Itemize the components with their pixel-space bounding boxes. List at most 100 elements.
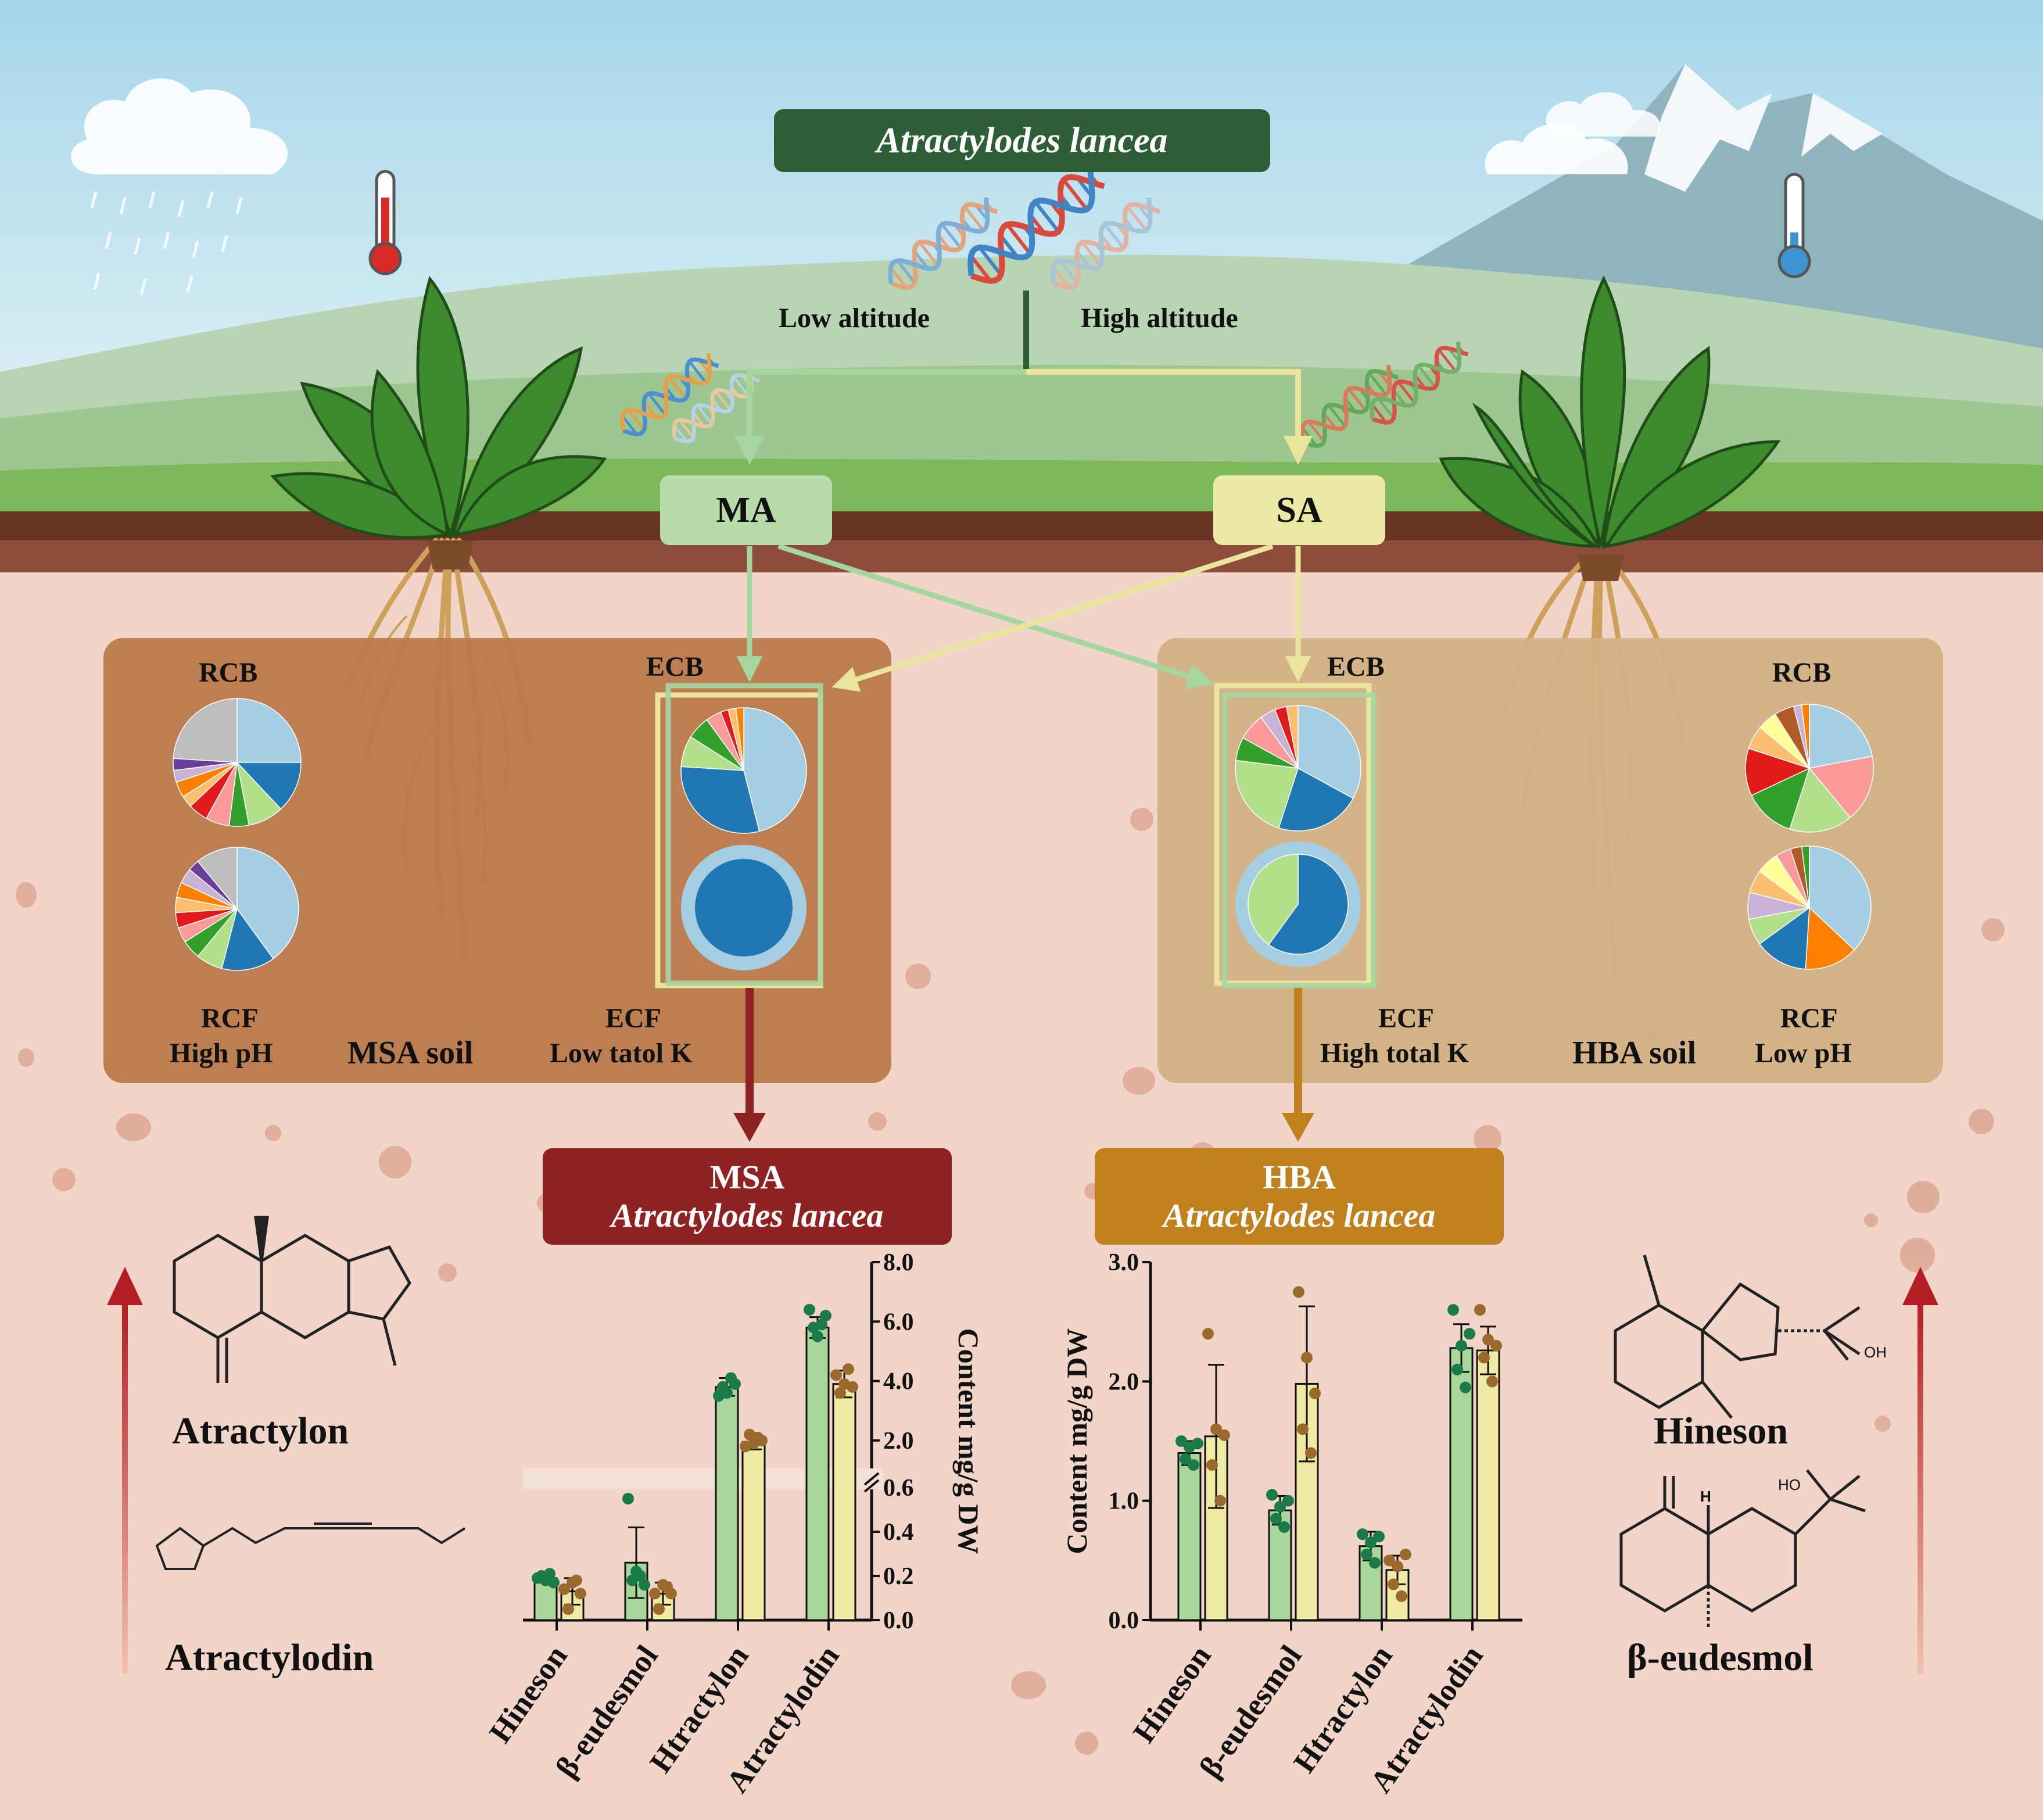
rain-cloud-icon: [71, 78, 288, 296]
dna-rung: [941, 223, 962, 249]
right-ecf-label: ECF: [1378, 1003, 1434, 1034]
left-ecf-label: ECF: [605, 1003, 661, 1034]
low-total-k-label: Low tatol K: [550, 1038, 693, 1069]
pie-slice-right_ecf: [1248, 854, 1299, 945]
pie-slice-right_rcb: [1808, 755, 1874, 818]
atractylon-structure: [173, 1216, 411, 1383]
bar: [805, 1327, 830, 1621]
soil-pebbles: [16, 808, 2005, 1755]
data-point: [721, 1387, 733, 1399]
output-arrows: [733, 988, 1314, 1142]
dna-rung: [714, 390, 732, 411]
pie-slice-right_rcb: [1745, 748, 1811, 796]
dna-strand: [1370, 341, 1462, 420]
y-axis-label: Content mg/g DW: [952, 1328, 985, 1554]
high-altitude-label: High altitude: [1081, 303, 1238, 334]
y-tick-label: 0.4: [883, 1519, 914, 1546]
bar: [741, 1441, 766, 1621]
data-point: [649, 1588, 661, 1600]
title-label: Atractylodes lancea: [876, 121, 1168, 160]
dna-rung: [1081, 241, 1102, 267]
data-point: [1266, 1489, 1278, 1501]
pie-slice-right_rcf: [1759, 907, 1810, 970]
data-point: [1474, 1304, 1486, 1316]
dna-strand: [1371, 345, 1469, 425]
dna-icon: [888, 197, 998, 290]
community-pies: [173, 698, 1874, 971]
ecb-frame-left: [655, 683, 823, 988]
increase-arrow-left: [107, 1267, 143, 1674]
pie-slice-right_ecf: [1268, 854, 1349, 955]
data-point: [834, 1387, 846, 1399]
data-point: [830, 1369, 842, 1381]
data-point: [843, 1363, 854, 1375]
msa-soil-label: MSA soil: [347, 1035, 474, 1071]
dna-rung: [978, 246, 1002, 276]
data-point: [1447, 1304, 1459, 1316]
y-tick-label: 2.0: [883, 1428, 914, 1454]
low-altitude-label: Low altitude: [779, 303, 930, 334]
data-point: [622, 1493, 634, 1504]
hba-species-label: Atractylodes lancea: [1163, 1196, 1436, 1234]
hba-soil-label: HBA soil: [1572, 1035, 1697, 1071]
data-point: [1365, 1536, 1377, 1549]
dna-rung: [1062, 178, 1088, 211]
pie-slice-right_rcb: [1751, 767, 1811, 830]
dna-rung: [963, 206, 985, 231]
data-point: [1478, 1352, 1490, 1364]
pie-slice-right_ecb: [1285, 705, 1299, 769]
title-box: [774, 109, 1270, 172]
pie-slice-left_ecb: [743, 707, 807, 832]
beta-eudesmol-label: β-eudesmol: [1627, 1636, 1813, 1679]
data-point: [756, 1434, 768, 1446]
y-tick-label: 6.0: [883, 1309, 914, 1335]
ma-label: MA: [716, 490, 776, 530]
ecb-frame-right: [1214, 683, 1377, 988]
pie-slice-left_rcf: [236, 847, 299, 959]
oh-label: OH: [1864, 1343, 1887, 1361]
data-point: [820, 1310, 831, 1322]
bar: [1177, 1452, 1202, 1621]
y-tick-label: 8.0: [883, 1249, 914, 1276]
data-point: [1218, 1429, 1230, 1441]
data-point: [1274, 1500, 1286, 1513]
dna-rung: [688, 360, 707, 384]
left-rcb-label: RCB: [199, 657, 258, 688]
data-point: [1392, 1560, 1403, 1572]
dna-rung: [969, 255, 992, 282]
dna-icon: [1300, 364, 1399, 448]
data-point: [1383, 1554, 1395, 1567]
dna-rung: [1103, 223, 1125, 249]
dna-rung: [1126, 206, 1148, 231]
data-point: [1456, 1339, 1467, 1352]
bar: [1476, 1349, 1500, 1621]
data-point: [1188, 1459, 1199, 1471]
ma-box: [660, 475, 832, 545]
dna-strand: [1300, 364, 1392, 443]
left-plant: [270, 275, 607, 962]
pie-slice-right_ecb: [1278, 767, 1354, 832]
data-point: [558, 1583, 570, 1595]
pie-slice-right_rcb: [1809, 704, 1873, 769]
data-point: [562, 1603, 574, 1615]
data-point: [1206, 1459, 1218, 1471]
data-point: [729, 1378, 741, 1390]
pie-slice-right_ecb: [1235, 759, 1299, 829]
dna-strand: [890, 202, 998, 290]
right-rcb-label: RCB: [1772, 657, 1831, 688]
pie-slice-left_rcf: [221, 908, 274, 971]
data-point: [1490, 1339, 1502, 1352]
dna-rung: [647, 392, 666, 415]
y-tick-label: 4.0: [883, 1368, 914, 1395]
pie-slice-left_ecb: [735, 707, 744, 771]
dna-rung: [1368, 372, 1387, 396]
data-point: [1305, 1447, 1317, 1459]
increase-arrow-right: [1902, 1267, 1938, 1674]
dna-rung: [696, 404, 713, 425]
msa-box: [543, 1148, 952, 1245]
data-point: [635, 1570, 646, 1582]
thermometer-cold-icon: [1777, 173, 1811, 278]
dna-strand: [967, 168, 1095, 277]
data-point: [575, 1588, 586, 1600]
dna-strand: [622, 357, 719, 436]
